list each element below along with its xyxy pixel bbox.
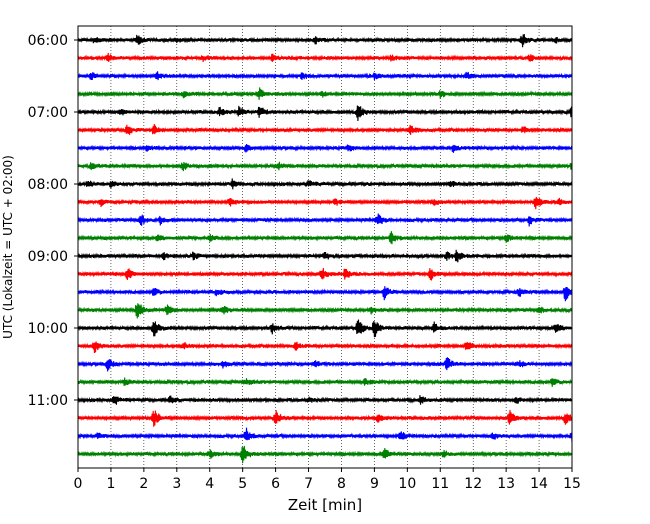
y-tick-label: 08:00 (28, 177, 68, 193)
trace-0930 (77, 286, 573, 302)
trace-0730 (77, 144, 573, 153)
trace-0645 (77, 87, 573, 100)
x-tick-label: 7 (304, 476, 313, 492)
x-tick-label: 15 (563, 476, 581, 492)
trace-1145 (77, 445, 573, 464)
trace-0900 (77, 249, 573, 263)
trace-0815 (77, 196, 573, 210)
trace-0830 (77, 213, 573, 227)
x-tick-label: 2 (139, 476, 148, 492)
trace-0600 (77, 34, 573, 48)
y-axis-label: UTC (Lokalzeit = UTC + 02:00) (1, 155, 15, 339)
trace-0845 (77, 231, 573, 245)
trace-0715 (77, 123, 573, 136)
trace-0615 (77, 52, 573, 63)
trace-0945 (77, 303, 573, 319)
trace-1045 (77, 377, 573, 387)
trace-1000 (77, 319, 573, 338)
trace-0800 (77, 178, 573, 190)
x-tick-label: 12 (464, 476, 482, 492)
x-tick-label: 5 (238, 476, 247, 492)
y-tick-label: 09:00 (28, 249, 68, 265)
trace-1115 (77, 409, 573, 427)
y-tick-label: 06:00 (28, 33, 68, 49)
y-tick-label: 10:00 (28, 321, 68, 337)
plot-frame (77, 25, 573, 469)
x-tick-label: 1 (106, 476, 115, 492)
x-tick-label: 0 (74, 476, 83, 492)
x-tick-label: 10 (398, 476, 416, 492)
y-tick-label: 07:00 (28, 105, 68, 121)
x-tick-label: 4 (205, 476, 214, 492)
trace-1130 (77, 427, 573, 443)
trace-0745 (77, 161, 573, 172)
trace-0700 (77, 105, 573, 121)
trace-1015 (77, 341, 573, 354)
trace-1100 (77, 395, 573, 405)
trace-0915 (77, 267, 573, 281)
x-tick-label: 14 (530, 476, 548, 492)
x-tick-label: 6 (271, 476, 280, 492)
trace-1030 (77, 357, 573, 372)
trace-0630 (77, 71, 573, 81)
x-tick-label: 13 (497, 476, 515, 492)
x-tick-label: 11 (431, 476, 449, 492)
x-tick-label: 9 (370, 476, 379, 492)
x-tick-label: 8 (337, 476, 346, 492)
x-tick-label: 3 (172, 476, 181, 492)
y-tick-label: 11:00 (28, 393, 68, 409)
x-axis-label: Zeit [min] (288, 496, 362, 514)
